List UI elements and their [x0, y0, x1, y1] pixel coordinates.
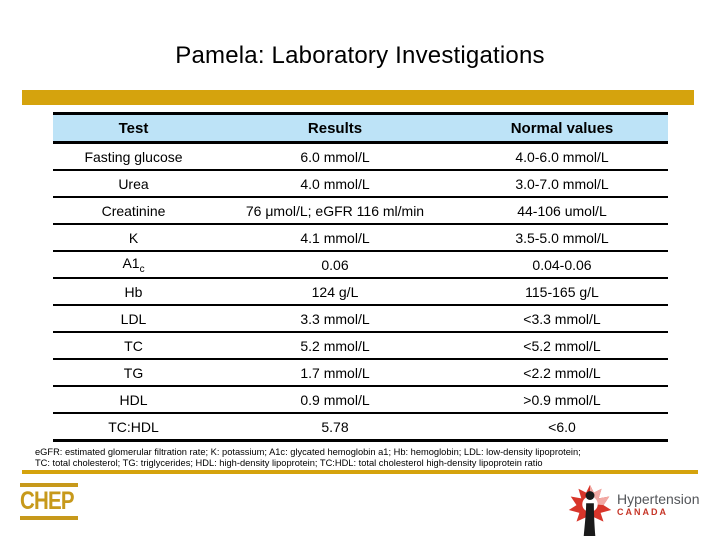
result-value: 5.78 [214, 413, 456, 442]
lab-results-table: Test Results Normal values Fasting gluco… [53, 112, 668, 442]
normal-value: <5.2 mmol/L [456, 332, 668, 360]
normal-value: <3.3 mmol/L [456, 305, 668, 333]
test-name: TC [53, 332, 214, 360]
result-value: 0.9 mmol/L [214, 386, 456, 414]
result-value: 124 g/L [214, 278, 456, 306]
table-row: TG 1.7 mmol/L <2.2 mmol/L [53, 359, 668, 387]
test-name: TG [53, 359, 214, 387]
canada-wordmark: CANADA [617, 507, 668, 517]
footnote-line-2: TC: total cholesterol; TG: triglycerides… [35, 457, 543, 468]
result-value: 1.7 mmol/L [214, 359, 456, 387]
result-value: 76 μmol/L; eGFR 116 ml/min [214, 197, 456, 225]
bottom-divider-bar [22, 470, 698, 474]
normal-value: 4.0-6.0 mmol/L [456, 142, 668, 171]
normal-value: 115-165 g/L [456, 278, 668, 306]
result-value: 5.2 mmol/L [214, 332, 456, 360]
normal-value: 44-106 umol/L [456, 197, 668, 225]
table-row: A1c 0.06 0.04-0.06 [53, 251, 668, 279]
maple-leaf-icon [568, 484, 612, 537]
subscript-c: c [139, 263, 145, 275]
normal-value: >0.9 mmol/L [456, 386, 668, 414]
table-row: LDL 3.3 mmol/L <3.3 mmol/L [53, 305, 668, 333]
column-header-results: Results [214, 112, 456, 144]
test-name: HDL [53, 386, 214, 414]
table-row: Creatinine 76 μmol/L; eGFR 116 ml/min 44… [53, 197, 668, 225]
normal-value: <6.0 [456, 413, 668, 442]
result-value: 0.06 [214, 251, 456, 279]
hypertension-wordmark: Hypertension [617, 491, 700, 507]
title-underline-bar [22, 90, 694, 105]
table-row: K 4.1 mmol/L 3.5-5.0 mmol/L [53, 224, 668, 252]
result-value: 4.1 mmol/L [214, 224, 456, 252]
chep-logo-bar-top [20, 483, 78, 487]
test-name: Hb [53, 278, 214, 306]
table-row: Hb 124 g/L 115-165 g/L [53, 278, 668, 306]
slide-title: Pamela: Laboratory Investigations [175, 42, 545, 69]
table-header-row: Test Results Normal values [53, 112, 668, 144]
chep-logo-text: CHEP [20, 487, 75, 515]
result-value: 6.0 mmol/L [214, 142, 456, 171]
normal-value: <2.2 mmol/L [456, 359, 668, 387]
chep-logo-bar-bottom [20, 516, 78, 520]
hypertension-canada-wordmark: Hypertension CANADA [617, 483, 700, 518]
person-icon [583, 491, 596, 537]
test-name: Fasting glucose [53, 142, 214, 171]
column-header-normal-values: Normal values [456, 112, 668, 144]
test-name: K [53, 224, 214, 252]
table-row: TC:HDL 5.78 <6.0 [53, 413, 668, 442]
abbreviation-footnote: eGFR: estimated glomerular filtration ra… [35, 447, 685, 468]
test-name: LDL [53, 305, 214, 333]
result-value: 4.0 mmol/L [214, 170, 456, 198]
test-name: Creatinine [53, 197, 214, 225]
result-value: 3.3 mmol/L [214, 305, 456, 333]
table-row: Urea 4.0 mmol/L 3.0-7.0 mmol/L [53, 170, 668, 198]
footnote-line-1: eGFR: estimated glomerular filtration ra… [35, 447, 581, 457]
normal-value: 3.0-7.0 mmol/L [456, 170, 668, 198]
table-row: TC 5.2 mmol/L <5.2 mmol/L [53, 332, 668, 360]
hypertension-canada-logo: Hypertension CANADA [567, 483, 700, 537]
table-row: HDL 0.9 mmol/L >0.9 mmol/L [53, 386, 668, 414]
normal-value: 0.04-0.06 [456, 251, 668, 279]
test-name: Urea [53, 170, 214, 198]
chep-logo: CHEP [20, 483, 84, 520]
test-name: TC:HDL [53, 413, 214, 442]
normal-value: 3.5-5.0 mmol/L [456, 224, 668, 252]
table-row: Fasting glucose 6.0 mmol/L 4.0-6.0 mmol/… [53, 142, 668, 171]
test-name: A1c [53, 251, 214, 279]
column-header-test: Test [53, 112, 214, 144]
